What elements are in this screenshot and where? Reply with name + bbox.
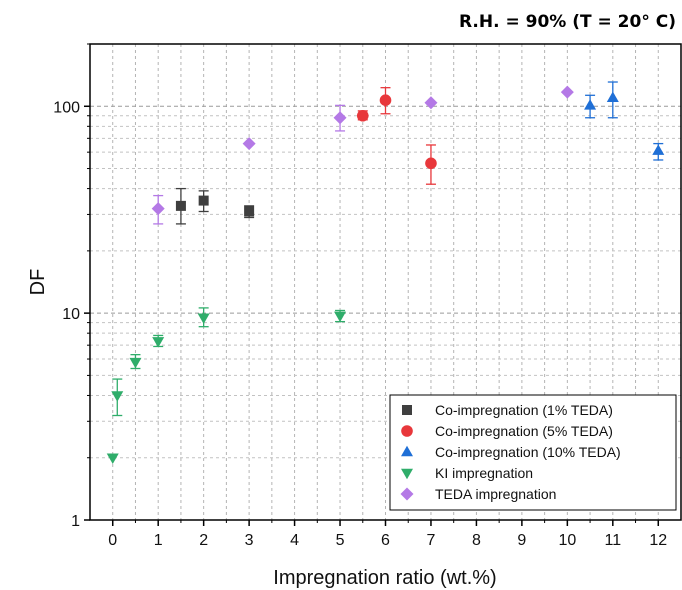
legend-box: [389, 394, 677, 511]
legend-label: Co-impregnation (10% TEDA): [435, 444, 621, 460]
data-point: [175, 200, 186, 211]
series-group: [175, 187, 255, 225]
x-tick-label: 12: [649, 532, 667, 549]
x-tick-label: 7: [427, 532, 436, 549]
legend-label: TEDA impregnation: [435, 486, 556, 502]
x-tick-labels: 0 1 2 3 4 5 6 7 8 9 10 11 12: [108, 532, 667, 549]
legend-label: KI impregnation: [435, 465, 533, 481]
x-axis-title: Impregnation ratio (wt.%): [273, 567, 496, 589]
x-tick-label: 0: [108, 532, 117, 549]
chart-title: R.H. = 90% (T = 20° C): [458, 12, 676, 32]
plot-frame: [89, 43, 682, 521]
x-tick-label: 8: [472, 532, 481, 549]
data-point: [606, 91, 619, 102]
data-point: [424, 96, 438, 110]
legend-marker: [401, 425, 413, 437]
data-point: [425, 157, 437, 170]
legend: Co-impregnation (1% TEDA) Co-impregnation…: [389, 394, 677, 511]
series-group: [584, 81, 665, 161]
legend-marker: [401, 445, 413, 457]
data-point: [129, 357, 142, 369]
x-tick-label: 11: [605, 532, 622, 549]
y-tick-label: 100: [53, 99, 80, 116]
y-tick-labels: 1 10 100: [53, 99, 80, 530]
legend-label: Co-impregnation (5% TEDA): [435, 423, 613, 439]
x-tick-label: 4: [290, 532, 299, 549]
data-point: [151, 202, 165, 216]
x-tick-label: 10: [558, 532, 576, 549]
data-point: [244, 206, 255, 217]
legend-marker: [402, 405, 412, 415]
x-tick-label: 9: [517, 532, 526, 549]
series-group: [356, 87, 437, 185]
series-group: [106, 307, 347, 464]
data-point: [111, 391, 124, 402]
legend-label: Co-impregnation (1% TEDA): [435, 402, 613, 418]
data-point: [584, 99, 597, 110]
x-tick-label: 3: [245, 532, 254, 549]
x-tick-label: 5: [336, 532, 345, 549]
series-group: [151, 85, 574, 225]
data-point: [652, 144, 665, 155]
data-point: [334, 311, 347, 323]
legend-marker: [400, 487, 414, 501]
x-tick-label: 2: [199, 532, 208, 549]
data-point: [197, 313, 210, 324]
data-point: [152, 337, 165, 348]
y-tick-label: 10: [62, 306, 80, 323]
data-point: [242, 137, 256, 151]
data-point: [379, 94, 392, 106]
y-axis-title: DF: [27, 269, 49, 296]
data-point: [333, 111, 347, 125]
data-point: [198, 195, 209, 206]
x-tick-label: 6: [381, 532, 390, 549]
legend-marker: [401, 468, 413, 480]
data-point: [560, 85, 574, 99]
data-marks: [106, 81, 665, 464]
data-point: [106, 453, 119, 464]
data-point: [356, 109, 369, 122]
x-tick-label: 1: [154, 532, 163, 549]
y-tick-label: 1: [71, 513, 80, 530]
